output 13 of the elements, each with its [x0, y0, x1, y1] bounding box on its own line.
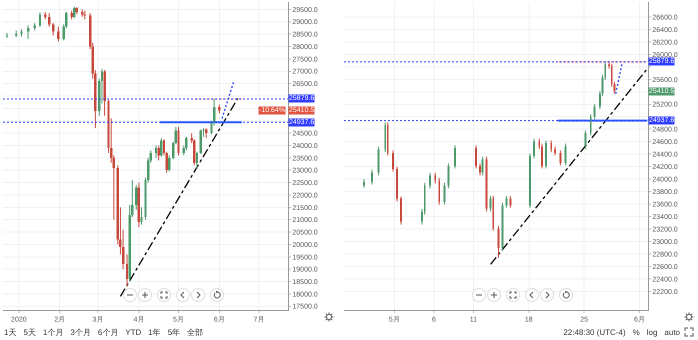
text: 1天 [4, 326, 16, 338]
text: YTD [125, 328, 142, 336]
text: 6个月 [98, 326, 118, 338]
text: 1个月 [42, 326, 64, 338]
text: % [632, 328, 640, 336]
text: 1年 [148, 326, 161, 338]
text: log [646, 328, 658, 336]
text: 3个月 [70, 326, 91, 338]
text: auto [664, 328, 680, 336]
text: 22:48:30 (UTC-4) [563, 328, 626, 336]
text: 5天 [23, 326, 36, 338]
text: 全部 [187, 326, 204, 338]
text: 5年 [168, 326, 180, 338]
